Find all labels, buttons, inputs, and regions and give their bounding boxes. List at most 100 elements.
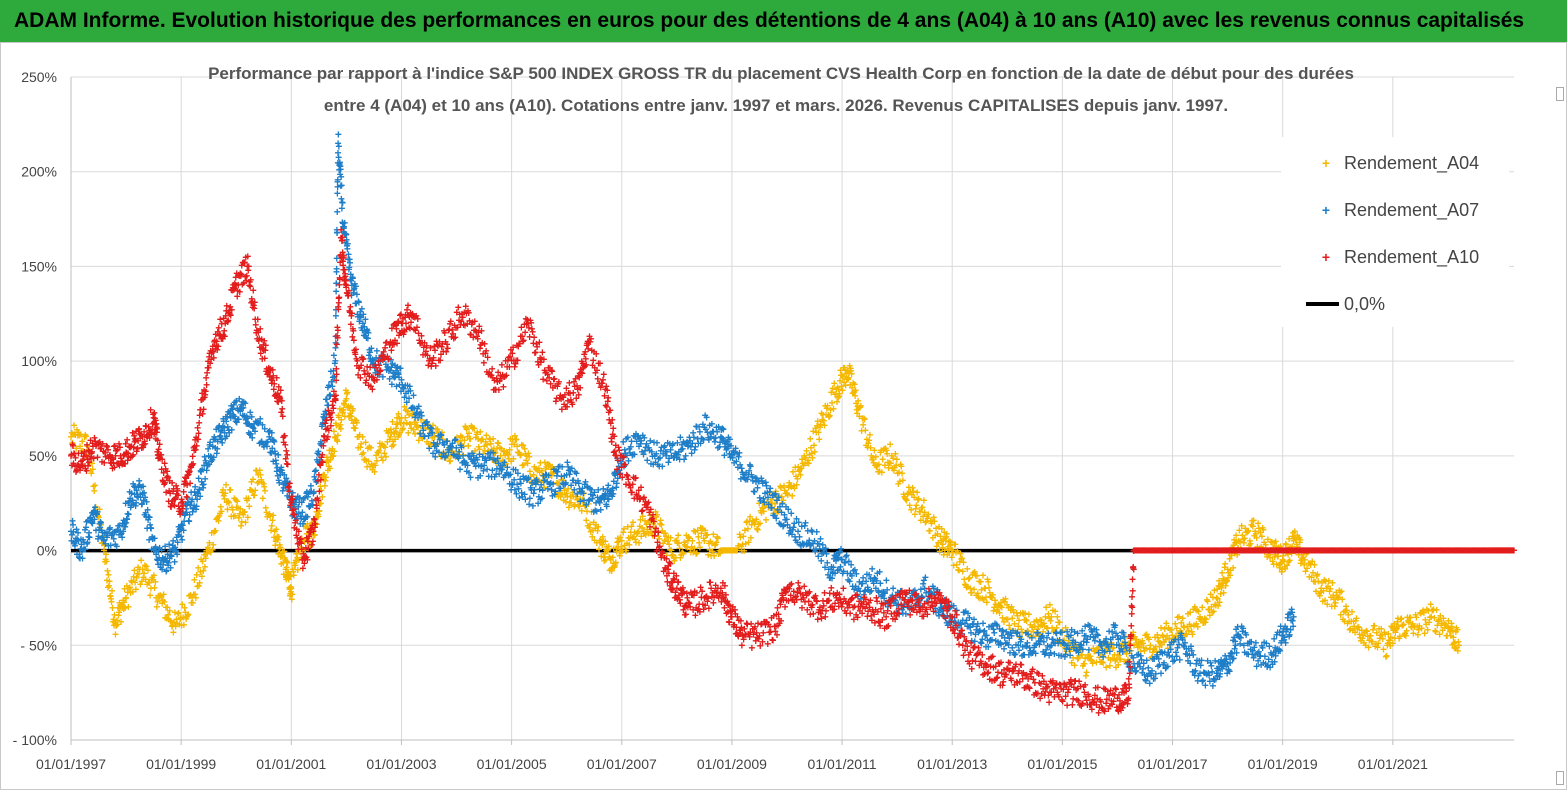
data-point: + (676, 542, 683, 556)
data-point: + (341, 410, 348, 424)
data-point: + (803, 444, 810, 458)
data-point: + (393, 418, 400, 432)
data-point: + (534, 464, 541, 478)
data-point: + (621, 522, 628, 536)
data-point: + (227, 483, 234, 497)
data-point: + (259, 475, 266, 489)
data-point: + (106, 579, 113, 593)
data-point: + (183, 612, 190, 626)
data-point: + (648, 526, 655, 540)
data-point: + (345, 399, 352, 413)
data-point: + (713, 535, 720, 549)
data-point: + (416, 426, 423, 440)
data-point: + (80, 444, 87, 458)
data-point: + (252, 463, 259, 477)
data-point: + (286, 477, 293, 491)
data-point: + (694, 524, 701, 538)
data-point: + (85, 445, 92, 459)
data-point: + (855, 394, 862, 408)
data-point: + (835, 383, 842, 397)
data-point: + (795, 460, 802, 474)
data-point: + (327, 453, 334, 467)
data-point: + (97, 521, 104, 535)
data-point: + (830, 402, 837, 416)
data-point: + (772, 485, 779, 499)
data-point: + (801, 449, 808, 463)
data-point: + (767, 496, 774, 510)
data-point: + (445, 449, 452, 463)
data-point: + (316, 504, 323, 518)
data-point: + (74, 423, 81, 437)
data-point: + (363, 454, 370, 468)
data-point: + (372, 459, 379, 473)
data-point: + (582, 500, 589, 514)
data-point: + (211, 524, 218, 538)
data-point: + (350, 416, 357, 430)
data-point: + (118, 600, 125, 614)
data-point: + (285, 566, 292, 580)
data-point: + (538, 475, 545, 489)
data-point: + (643, 518, 650, 532)
data-point: + (1455, 638, 1462, 652)
data-point: + (599, 538, 606, 552)
data-point: + (756, 497, 763, 511)
data-point: + (868, 449, 875, 463)
data-point: + (367, 441, 374, 455)
data-point: + (304, 522, 311, 536)
data-series: ++++++++++++++++++++++++++++++++++++++++… (67, 128, 1517, 720)
data-point: + (107, 589, 114, 603)
data-point: + (747, 531, 754, 545)
data-point: + (601, 547, 608, 561)
data-point: + (84, 439, 91, 453)
data-point: + (317, 479, 324, 493)
data-point: + (150, 573, 157, 587)
data-point: + (844, 372, 851, 386)
data-point: + (293, 554, 300, 568)
data-point: + (846, 366, 853, 380)
data-point: + (370, 459, 377, 473)
data-point: + (76, 428, 83, 442)
data-point: + (431, 430, 438, 444)
data-point: + (217, 500, 224, 514)
data-point: + (180, 618, 187, 632)
data-point: + (852, 389, 859, 403)
data-point: + (325, 459, 332, 473)
data-point: + (680, 547, 687, 561)
data-point: + (666, 538, 673, 552)
data-point: + (269, 514, 276, 528)
data-point: + (552, 487, 559, 501)
data-point: + (512, 433, 519, 447)
data-point: + (495, 437, 502, 451)
data-point: + (364, 441, 371, 455)
data-point: + (465, 439, 472, 453)
data-point: + (427, 437, 434, 451)
data-point: + (280, 568, 287, 582)
data-point: + (482, 435, 489, 449)
data-point: + (335, 408, 342, 422)
chart-frame: 250% 200% 150% 100% 50% 0% - 50% - 100% 01/01/1… (0, 42, 1567, 790)
data-point: + (187, 588, 194, 602)
data-point: + (491, 446, 498, 460)
data-point: + (99, 536, 106, 550)
data-point: + (390, 438, 397, 452)
data-point: + (808, 441, 815, 455)
data-point: + (276, 538, 283, 552)
data-point: + (832, 387, 839, 401)
y-tick-label: - 100% (13, 732, 57, 748)
data-point: + (121, 582, 128, 596)
data-point: + (190, 587, 197, 601)
data-point: + (437, 450, 444, 464)
data-point: + (352, 414, 359, 428)
data-point: + (513, 432, 520, 446)
data-point: + (857, 401, 864, 415)
data-point: + (556, 477, 563, 491)
data-point: + (122, 601, 129, 615)
data-point: + (514, 439, 521, 453)
data-point: + (549, 460, 556, 474)
data-point: + (337, 418, 344, 432)
data-point: + (373, 449, 380, 463)
data-point: + (328, 444, 335, 458)
data-point: + (602, 534, 609, 548)
data-point: + (289, 562, 296, 576)
data-point: + (543, 460, 550, 474)
